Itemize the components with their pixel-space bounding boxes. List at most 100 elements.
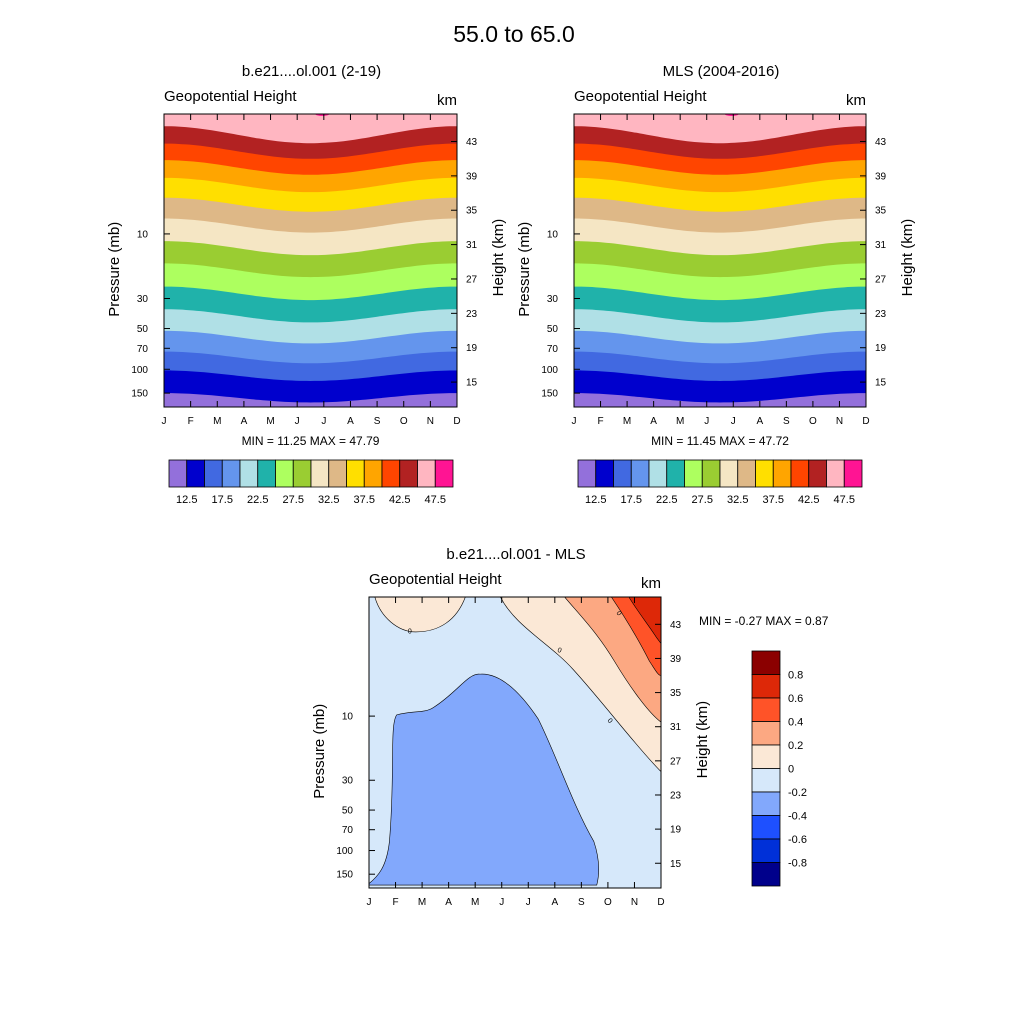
min-max-stats: MIN = 11.25 MAX = 47.79 (242, 434, 380, 448)
pressure-tick-label: 100 (336, 846, 353, 857)
height-unit-label: km (437, 92, 457, 109)
pressure-tick-label: 50 (547, 324, 559, 335)
height-tick-label: 23 (875, 309, 887, 320)
colorbar-swatch (577, 459, 597, 488)
colorbar-label: 32.5 (727, 494, 748, 506)
colorbar-label: 42.5 (389, 494, 410, 506)
height-tick-label: 19 (670, 825, 682, 836)
colorbar-swatch (204, 459, 223, 488)
height-tick-label: 27 (670, 756, 682, 767)
pressure-tick-label: 50 (342, 806, 354, 817)
plot-frame (573, 113, 867, 408)
colorbar-swatch (790, 459, 810, 488)
height-tick-label: 43 (875, 137, 887, 148)
x-tick-label: A (756, 416, 763, 427)
colorbar-swatch (257, 459, 276, 488)
variable-label: Geopotential Height (574, 88, 707, 105)
x-tick-label: O (604, 897, 612, 908)
x-tick-label: J (731, 416, 736, 427)
pressure-tick-label: 70 (547, 344, 559, 355)
y-axis-label-height: Height (km) (899, 219, 916, 297)
colorbar-label: 22.5 (247, 494, 268, 506)
x-tick-label: J (704, 416, 709, 427)
x-tick-label: J (321, 416, 326, 427)
y-axis-label-height: Height (km) (694, 701, 711, 779)
pressure-tick-label: 10 (547, 229, 559, 240)
contour-band (574, 393, 866, 407)
contour-band-positive (628, 597, 661, 645)
colorbar-label: 0.6 (788, 693, 803, 705)
plot-frame (368, 596, 662, 889)
colorbar-swatch (751, 768, 781, 793)
y-axis-label-pressure: Pressure (mb) (106, 222, 123, 317)
x-tick-label: F (392, 897, 398, 908)
pressure-tick-label: 150 (541, 389, 558, 400)
colorbar-swatch (328, 459, 347, 488)
contour-fills (574, 114, 866, 407)
contour-band (164, 393, 457, 407)
colorbar-swatch (417, 459, 436, 488)
height-tick-label: 43 (466, 137, 478, 148)
x-tick-label: S (783, 416, 790, 427)
colorbar-label: 12.5 (176, 494, 197, 506)
colorbar-label: 0.8 (788, 670, 803, 682)
min-max-stats: MIN = 11.45 MAX = 47.72 (651, 434, 789, 448)
y-axis-label-pressure: Pressure (mb) (516, 222, 533, 317)
pressure-tick-label: 30 (137, 294, 149, 305)
colorbar-swatch (595, 459, 614, 488)
height-tick-label: 27 (875, 274, 887, 285)
panel-title: MLS (2004-2016) (663, 63, 780, 80)
x-tick-label: O (400, 416, 408, 427)
colorbar-swatch (751, 815, 781, 840)
colorbar-swatch (737, 459, 756, 488)
x-tick-label: J (162, 416, 167, 427)
panel-title: b.e21....ol.001 (2-19) (242, 63, 381, 80)
variable-label: Geopotential Height (369, 571, 502, 588)
colorbar: 0.8 0.6 0.4 0.2 0 -0.2 -0.4 -0.6 -0.8 (751, 650, 807, 887)
colorbar-swatch (684, 459, 703, 488)
height-tick-label: 31 (670, 722, 682, 733)
panel-model: J F M A M J J A S O N D 10 30 50 70 100 150 43 39 35 31 27 23 19… (106, 63, 507, 506)
height-tick-label: 35 (670, 688, 682, 699)
colorbar-swatch (666, 459, 685, 488)
x-tick-label: J (572, 416, 577, 427)
colorbar-label: -0.4 (788, 811, 807, 823)
colorbar-swatch (346, 459, 365, 488)
y-axis-label-height: Height (km) (490, 219, 507, 297)
colorbar-swatch (648, 459, 668, 488)
x-tick-label: S (374, 416, 381, 427)
colorbar-label: 47.5 (425, 494, 446, 506)
height-tick-label: 43 (670, 620, 682, 631)
x-tick-label: M (213, 416, 221, 427)
colorbar-label: 22.5 (656, 494, 677, 506)
x-tick-label: M (471, 897, 479, 908)
colorbar-swatch (751, 744, 781, 769)
contour-band-positive (374, 597, 466, 633)
x-tick-label: J (526, 897, 531, 908)
x-tick-label: D (453, 416, 460, 427)
pressure-tick-label: 100 (131, 365, 148, 376)
colorbar-swatch (292, 459, 312, 488)
colorbar-label: 0.4 (788, 717, 803, 729)
contour-fills: 0 0 0 0 (369, 597, 661, 888)
colorbar-swatch (751, 697, 781, 722)
height-tick-label: 35 (466, 206, 478, 217)
colorbar-swatch (186, 459, 205, 488)
colorbar-label: -0.2 (788, 787, 807, 799)
x-tick-label: A (241, 416, 248, 427)
height-tick-label: 39 (466, 171, 478, 182)
pressure-tick-label: 50 (137, 324, 149, 335)
height-tick-label: 39 (875, 171, 887, 182)
colorbar-label: -0.6 (788, 834, 807, 846)
colorbar-label: 27.5 (692, 494, 713, 506)
height-tick-label: 19 (875, 343, 887, 354)
colorbar-swatch (751, 674, 781, 699)
height-tick-label: 15 (466, 378, 478, 389)
x-tick-label: M (418, 897, 426, 908)
height-tick-label: 15 (670, 859, 682, 870)
x-tick-label: A (650, 416, 657, 427)
x-tick-label: F (597, 416, 603, 427)
colorbar-label: 47.5 (834, 494, 855, 506)
colorbar-swatch (755, 459, 774, 488)
